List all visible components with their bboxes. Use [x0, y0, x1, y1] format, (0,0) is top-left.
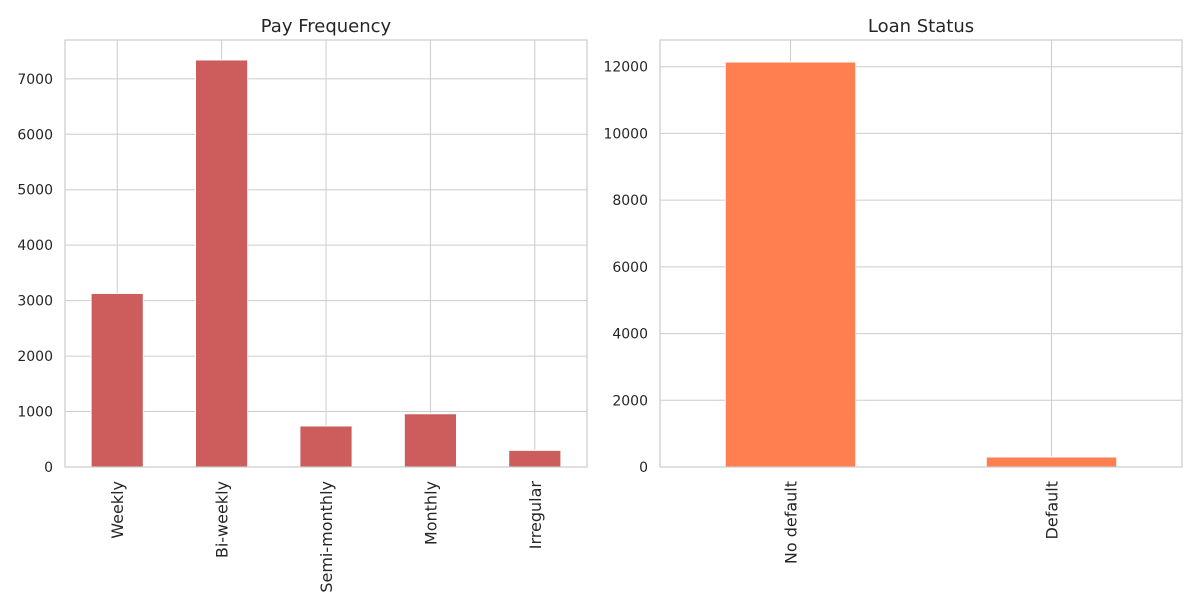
y-tick-label: 0	[44, 460, 53, 476]
x-tick-label: Semi-monthly	[317, 481, 336, 593]
pay-frequency-bar-monthly	[403, 413, 457, 468]
chart-title: Loan Status	[868, 16, 974, 37]
x-tick-label: Irregular	[526, 481, 545, 550]
y-tick-label: 5000	[17, 183, 53, 199]
y-tick-label: 6000	[17, 127, 53, 143]
plot-frame	[64, 39, 588, 468]
y-tick-label: 4000	[612, 327, 648, 343]
y-tick-label: 4000	[17, 238, 53, 254]
y-tick-label: 1000	[17, 405, 53, 421]
loan-status-chart: Loan Status 0 2000 4000 6000 8000 10000 12000 N…	[603, 16, 1183, 564]
y-tick-label: 12000	[603, 60, 648, 76]
loan-status-bar-default	[985, 456, 1118, 468]
y-tick-label: 0	[639, 460, 648, 476]
pay-frequency-chart: Pay Frequency 0 1000 2000 3000 4000 5000 6000 7…	[17, 16, 588, 593]
x-tick-label: Monthly	[421, 481, 440, 545]
y-tick-label: 10000	[603, 126, 648, 142]
x-tick-label: Bi-weekly	[213, 481, 232, 558]
x-tick-label: Default	[1043, 481, 1062, 539]
y-tick-label: 8000	[612, 193, 648, 209]
x-tick-label: No default	[782, 481, 801, 564]
pay-frequency-bar-semi-monthly	[299, 425, 353, 468]
pay-frequency-bar-bi-weekly	[195, 59, 249, 468]
y-tick-label: 2000	[17, 349, 53, 365]
pay-frequency-bar-irregular	[508, 449, 562, 468]
chart-title: Pay Frequency	[261, 16, 392, 37]
x-tick-label: Weekly	[108, 481, 127, 539]
y-tick-label: 3000	[17, 294, 53, 310]
plot-frame	[659, 39, 1183, 468]
y-tick-label: 6000	[612, 260, 648, 276]
pay-frequency-bar-weekly	[90, 292, 144, 468]
y-tick-label: 7000	[17, 72, 53, 88]
loan-status-bar-no-default	[724, 61, 857, 468]
y-tick-label: 2000	[612, 393, 648, 409]
